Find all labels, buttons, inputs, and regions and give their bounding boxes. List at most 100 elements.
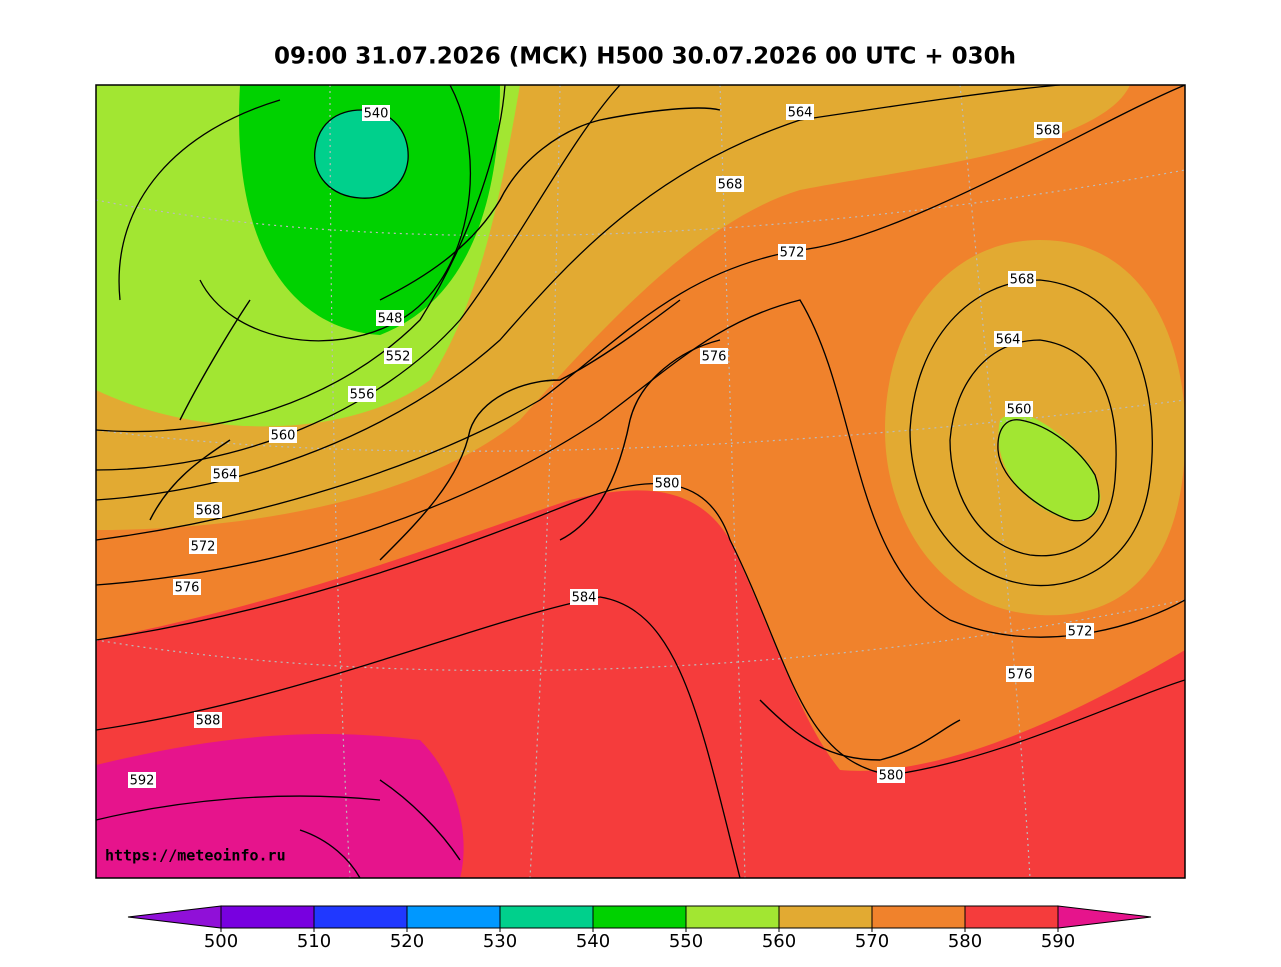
contour-label-box <box>362 105 390 121</box>
coastline <box>299 779 461 878</box>
contour-label-box <box>384 348 412 364</box>
contour-label: 568 <box>1036 124 1061 139</box>
contour-label-box <box>376 310 404 326</box>
contour-line <box>949 339 1117 557</box>
contour-label: 576 <box>702 350 727 365</box>
watermark: https://meteoinfo.ru <box>105 847 286 865</box>
height-region <box>96 734 464 878</box>
contour-label-box <box>194 502 222 518</box>
contour-line <box>96 299 1185 638</box>
colorbar-tick-label: 510 <box>297 931 331 952</box>
colorbar-tick-label: 520 <box>390 931 424 952</box>
contour-label: 560 <box>1007 403 1032 418</box>
graticule <box>529 85 561 878</box>
colorbar-segment <box>499 905 594 929</box>
contour-label-box <box>189 538 217 554</box>
colorbar-tick-label: 530 <box>483 931 517 952</box>
contour-label: 564 <box>788 106 813 121</box>
contour-label: 568 <box>1010 273 1035 288</box>
contour-line <box>96 85 1061 501</box>
height-region <box>998 413 1101 521</box>
colorbar-segment <box>685 905 780 929</box>
graticule <box>96 169 1185 237</box>
contour-label-box <box>994 331 1022 347</box>
colorbar-tick-label: 560 <box>762 931 796 952</box>
height-region <box>314 110 409 199</box>
map-area: 540 564 568 568 572 568 564 548 552 576 556 560 560 5… <box>96 85 1185 878</box>
contour-label: 588 <box>196 714 221 729</box>
colorbar-segment <box>964 905 1059 929</box>
colorbar-extend-low <box>127 905 222 929</box>
colorbar-tick-label: 500 <box>204 931 238 952</box>
contour-label-box <box>173 579 201 595</box>
contour-label: 568 <box>196 504 221 519</box>
colorbar-tick-label: 590 <box>1041 931 1075 952</box>
title: 09:00 31.07.2026 (МСК) H500 30.07.2026 0… <box>274 44 1016 70</box>
contour-label-box <box>570 589 598 605</box>
contour-label: 568 <box>718 178 743 193</box>
colorbar-extend-high <box>1057 905 1152 929</box>
contour-label-box <box>716 176 744 192</box>
colorbar-segment <box>406 905 501 929</box>
colorbar-tick-label: 540 <box>576 931 610 952</box>
contour-line <box>909 279 1153 587</box>
contour-label: 572 <box>780 246 805 261</box>
contour-label-box <box>348 386 376 402</box>
contour-label-box <box>269 427 297 443</box>
colorbar-tick-label: 550 <box>669 931 703 952</box>
contour-label-box <box>1006 666 1034 682</box>
contour-line <box>997 419 1100 522</box>
coastline <box>379 299 681 561</box>
contour-label: 576 <box>175 581 200 596</box>
contour-label-box <box>877 767 905 783</box>
graticule <box>719 85 746 878</box>
contour-label: 564 <box>996 333 1021 348</box>
contour-label: 576 <box>1008 668 1033 683</box>
coastline <box>759 699 961 761</box>
contour-label: 552 <box>386 350 411 365</box>
coastline <box>149 299 251 521</box>
colorbar-segment <box>592 905 687 929</box>
contour-line <box>96 795 381 821</box>
colorbar-segment <box>313 905 408 929</box>
contour-label-box <box>700 348 728 364</box>
contour-label: 592 <box>130 774 155 789</box>
contour-label: 580 <box>655 477 680 492</box>
colorbar-tick-label: 570 <box>855 931 889 952</box>
contour-label-box <box>1008 271 1036 287</box>
coastline <box>559 339 721 541</box>
contour-line <box>96 483 1185 776</box>
contour-label: 572 <box>1068 625 1093 640</box>
contour-label-box <box>1034 122 1062 138</box>
contour-label: 548 <box>378 312 403 327</box>
colorbar-segment <box>871 905 966 929</box>
contour-label-box <box>211 466 239 482</box>
contour-line <box>96 85 621 471</box>
contour-label: 564 <box>213 468 238 483</box>
contour-label: 580 <box>879 769 904 784</box>
coastline <box>379 107 721 301</box>
graticule <box>329 85 351 878</box>
contour-label: 556 <box>350 388 375 403</box>
contour-label-box <box>653 475 681 491</box>
contour-label-box <box>778 244 806 260</box>
contour-label: 572 <box>191 540 216 555</box>
colorbar-tick-label: 580 <box>948 931 982 952</box>
contour-label-box <box>194 712 222 728</box>
colorbar-segment <box>220 905 315 929</box>
contour-label: 584 <box>572 591 597 606</box>
contour-label: 560 <box>271 429 296 444</box>
map-frame <box>95 84 1186 879</box>
colorbar: 500 510 520 530 540 550 560 570 580 590 <box>127 905 1152 952</box>
contour-label-box <box>1005 401 1033 417</box>
contour-line <box>96 85 1185 541</box>
contour-line <box>96 85 506 433</box>
contour-line <box>314 109 409 199</box>
colorbar-segment <box>778 905 873 929</box>
height-region <box>239 85 500 335</box>
contour-label-box <box>128 772 156 788</box>
contour-label-box <box>786 104 814 120</box>
contour-label: 540 <box>364 107 389 122</box>
